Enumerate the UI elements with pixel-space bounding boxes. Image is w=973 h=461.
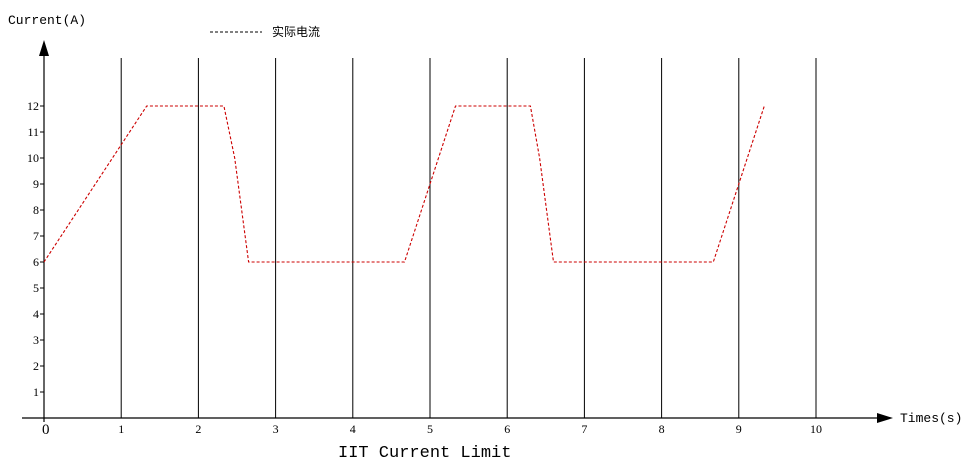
y-tick-label: 4 bbox=[33, 307, 39, 321]
x-tick-label: 8 bbox=[659, 422, 665, 436]
vertical-grid bbox=[120, 58, 817, 418]
y-tick-label: 9 bbox=[33, 177, 39, 191]
x-tick-label: 4 bbox=[350, 422, 356, 436]
series-line-0 bbox=[43, 105, 765, 263]
x-tick-label: 9 bbox=[736, 422, 742, 436]
y-tick-label: 5 bbox=[33, 281, 39, 295]
axes: Current(A) Times(s) 0 bbox=[8, 13, 962, 438]
y-axis-arrow-icon bbox=[39, 40, 49, 56]
y-tick-label: 11 bbox=[27, 125, 39, 139]
legend: 实际电流 bbox=[210, 24, 320, 39]
y-tick-label: 1 bbox=[33, 385, 39, 399]
origin-label: 0 bbox=[42, 422, 50, 438]
x-tick-label: 3 bbox=[273, 422, 279, 436]
y-tick-label: 2 bbox=[33, 359, 39, 373]
x-tick-label: 7 bbox=[581, 422, 587, 436]
chart-title: IIT Current Limit bbox=[338, 444, 511, 461]
x-tick-label: 2 bbox=[195, 422, 201, 436]
x-axis-arrow-icon bbox=[877, 413, 893, 423]
y-tick-label: 7 bbox=[33, 229, 39, 243]
y-tick-label: 10 bbox=[27, 151, 39, 165]
series bbox=[43, 105, 765, 263]
legend-label: 实际电流 bbox=[272, 24, 320, 39]
x-axis-label: Times(s) bbox=[900, 411, 962, 426]
y-tick-label: 12 bbox=[27, 99, 39, 113]
y-axis-label: Current(A) bbox=[8, 13, 86, 28]
x-tick-label: 10 bbox=[810, 422, 822, 436]
x-tick-label: 5 bbox=[427, 422, 433, 436]
x-tick-label: 6 bbox=[504, 422, 510, 436]
y-tick-label: 8 bbox=[33, 203, 39, 217]
x-tick-label: 1 bbox=[118, 422, 124, 436]
y-tick-label: 3 bbox=[33, 333, 39, 347]
y-tick-label: 6 bbox=[33, 255, 39, 269]
